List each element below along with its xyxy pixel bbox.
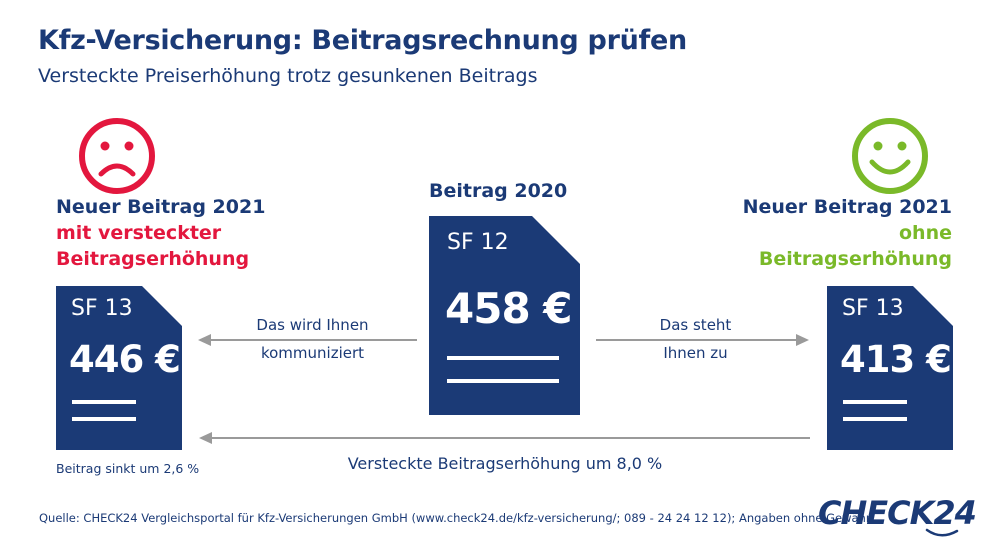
right-document-class: SF 13 [842,296,904,321]
right-heading: Neuer Beitrag 2021 [742,196,952,218]
left-heading: Neuer Beitrag 2021 [56,196,266,218]
left-document-line [72,400,136,404]
right-subheading-line2: Beitragserhöhung [758,248,952,270]
right-subheading-line1: ohne [899,222,952,244]
left-document-amount: 446 € [69,338,181,381]
right-arrow-caption-line2: Ihnen zu [663,344,728,362]
center-document: SF 12 458 € [429,216,580,415]
left-subheading-line1: mit versteckter [56,222,222,244]
bottom-arrow [199,432,810,444]
center-document-amount: 458 € [445,284,573,333]
logo-swoosh-icon [925,528,959,537]
left-arrow-caption-line1: Das wird Ihnen [256,316,369,334]
right-arrow [596,334,809,346]
left-subheading-line2: Beitragserhöhung [56,248,250,270]
center-document-line [447,356,559,360]
right-document-fold [913,286,953,326]
center-document-line [447,379,559,383]
source-note: Quelle: CHECK24 Vergleichsportal für Kfz… [39,511,871,525]
check24-logo: CHECK24 [818,494,977,532]
center-heading: Beitrag 2020 [429,180,568,202]
right-arrow-caption-line1: Das steht [659,316,732,334]
page-title: Kfz-Versicherung: Beitragsrechnung prüfe… [38,25,687,56]
center-document-fold [532,216,580,264]
right-document-line [843,400,907,404]
left-document-fold [142,286,182,326]
right-document: SF 13 413 € [827,286,953,450]
bottom-arrow-caption: Versteckte Beitragserhöhung um 8,0 % [347,454,663,473]
center-document-class: SF 12 [447,230,509,255]
left-arrow [198,334,417,346]
left-document-class: SF 13 [71,296,133,321]
page-subtitle: Versteckte Preiserhöhung trotz gesunkene… [38,65,538,87]
happy-face-icon [852,118,928,194]
left-document-line [72,417,136,421]
right-document-amount: 413 € [840,338,952,381]
sad-face-icon [79,118,155,194]
right-document-line [843,417,907,421]
left-document: SF 13 446 € [56,286,182,450]
left-note: Beitrag sinkt um 2,6 % [56,461,200,476]
left-arrow-caption-line2: kommuniziert [260,344,365,362]
